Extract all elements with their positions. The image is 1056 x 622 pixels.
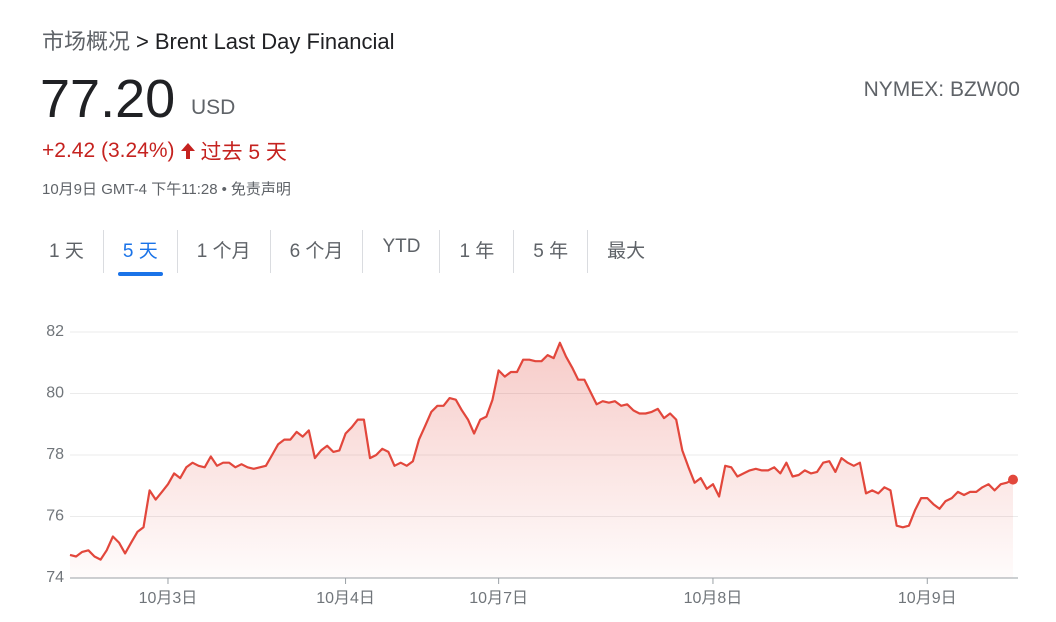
change: +2.42 (3.24%) 过去 5 天 bbox=[42, 136, 287, 166]
range-tab[interactable]: 最大 bbox=[607, 241, 646, 262]
y-tick-label: 82 bbox=[46, 323, 64, 340]
timestamp-line: 10月9日 GMT-4 下午11:28 • 免责声明 bbox=[42, 178, 295, 199]
range-tab[interactable]: YTD bbox=[363, 230, 441, 273]
y-tick-label: 74 bbox=[46, 569, 64, 586]
chart: 74 76 78 80 82 10月3日 10月4日 10月7日 10月8日 10月9日 bbox=[46, 323, 1018, 607]
x-tick-label: 10月9日 bbox=[898, 590, 957, 607]
range-tab[interactable]: 1 年 bbox=[440, 230, 515, 273]
x-tick-label: 10月3日 bbox=[139, 590, 198, 607]
area bbox=[70, 342, 1013, 578]
range-tab[interactable]: 1 天 bbox=[30, 230, 104, 273]
exchange: NYMEX: BZW00 bbox=[863, 78, 1020, 101]
breadcrumb-root[interactable]: 市场概况 bbox=[42, 29, 131, 54]
breadcrumb-current: Brent Last Day Financial bbox=[154, 29, 395, 54]
currency: USD bbox=[191, 96, 236, 119]
range-tab[interactable]: 1 个月 bbox=[178, 230, 271, 273]
change-period: 过去 5 天 bbox=[200, 141, 287, 164]
y-tick-label: 76 bbox=[46, 508, 64, 525]
last-point bbox=[1008, 474, 1018, 485]
change-value: +2.42 (3.24%) bbox=[42, 139, 175, 162]
x-tick-label: 10月8日 bbox=[684, 590, 743, 607]
price: 77.20 bbox=[40, 69, 176, 129]
breadcrumb: 市场概况 > Brent Last Day Financial bbox=[42, 24, 401, 56]
range-tab[interactable]: 5 年 bbox=[514, 230, 589, 273]
up-arrow bbox=[180, 143, 195, 159]
disclaimer[interactable]: 免责声明 bbox=[230, 181, 291, 198]
timestamp: 10月9日 GMT-4 下午11:28 bbox=[42, 181, 218, 198]
x-tick-label: 10月7日 bbox=[469, 590, 528, 607]
separator: • bbox=[221, 181, 227, 198]
x-tick-label: 10月4日 bbox=[316, 590, 375, 607]
breadcrumb-separator: > bbox=[136, 29, 149, 54]
y-tick-label: 78 bbox=[46, 446, 64, 463]
price-line bbox=[69, 341, 1014, 561]
range-tab[interactable]: 6 个月 bbox=[271, 230, 364, 273]
y-tick-label: 80 bbox=[46, 385, 64, 402]
range-tab[interactable]: 5 天 bbox=[104, 230, 178, 276]
